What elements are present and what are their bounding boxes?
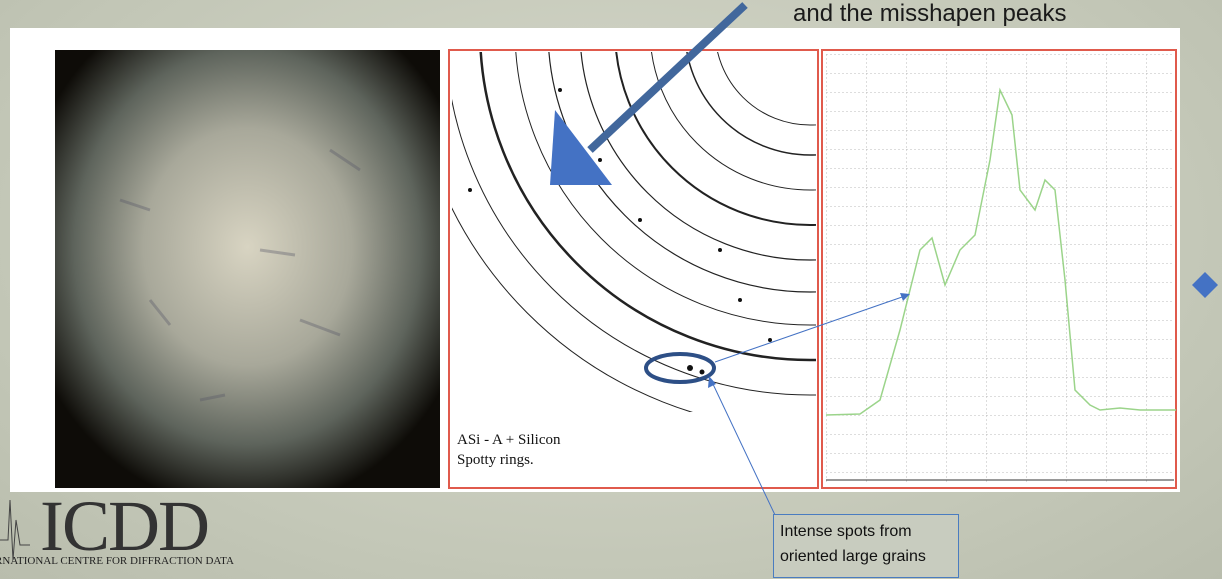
logo-peaks	[0, 500, 30, 560]
logo-mark: ICDD	[40, 486, 208, 566]
caption-line: Spotty rings.	[457, 450, 560, 470]
heading: and the misshapen peaks	[793, 0, 1067, 28]
nav-diamond	[1192, 272, 1218, 298]
logo-name: International Centre for Diffraction Dat…	[0, 555, 234, 567]
pattern-frame	[449, 50, 818, 488]
pattern-caption: ASi - A + Silicon Spotty rings.	[457, 430, 560, 470]
slide: and the misshapen peaks ASi - A + Silico…	[0, 0, 1222, 579]
callout-box: Intense spots from oriented large grains	[773, 514, 959, 578]
profile-grid	[826, 54, 1174, 482]
micrograph	[55, 50, 440, 488]
caption-line: ASi - A + Silicon	[457, 430, 560, 450]
